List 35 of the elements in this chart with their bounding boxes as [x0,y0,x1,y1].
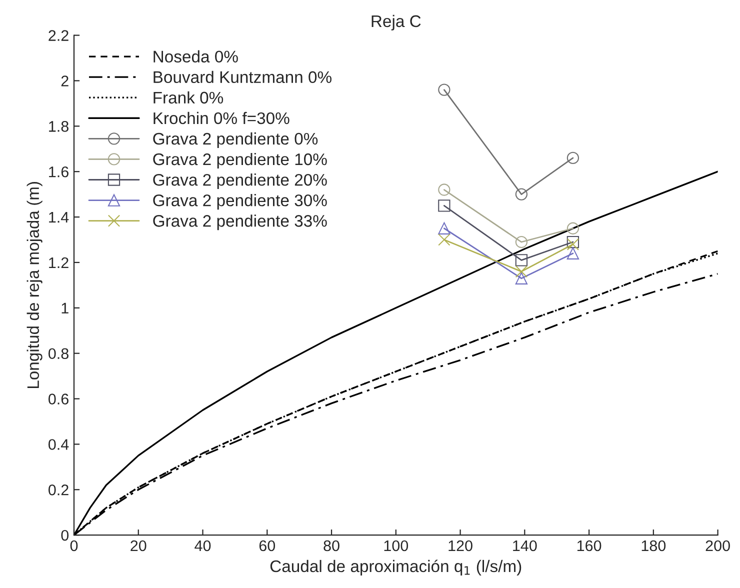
x-tick-label: 140 [513,540,537,552]
x-tick-label: 200 [706,540,730,552]
x-tick-label: 60 [259,540,276,552]
y-tick-label: 1.6 [49,166,68,178]
x-tick-label: 160 [577,540,602,552]
y-tick-label: 1.4 [49,212,69,223]
y-axis-title: Longitud de reja mojada (m) [26,182,42,388]
y-tick-label: 1.2 [49,257,68,268]
y-tick-label: 1.8 [49,121,68,132]
legend-label: Frank 0% [154,91,224,104]
y-tick-label: 2 [61,76,68,86]
legend-label: Bouvard Kuntzmann 0% [154,70,332,84]
legend-label: Grava 2 pendiente 30% [153,194,327,210]
legend-label: Krochin 0% f=30% [154,112,290,124]
x-axis-title: Caudal de aproximación q$_{1}$ (l/s/m) [270,560,522,576]
legend-label: Noseda 0% [154,50,238,63]
x-tick-label: 20 [130,540,146,552]
legend-label: Grava 2 pendiente 0% [153,132,318,148]
y-tick-label: 2.2 [48,30,68,41]
y-tick-label: 1 [62,302,68,314]
y-tick-label: 0.8 [48,348,68,360]
y-tick-label: 0.6 [48,394,68,404]
x-tick-label: 100 [384,540,408,552]
legend-label: Grava 2 pendiente 20% [153,174,327,190]
y-tick-label: 0 [61,530,69,541]
legend-label: Grava 2 pendiente 10% [153,152,327,168]
chart-title: Reja C [372,14,421,30]
y-tick-label: 0.2 [48,484,68,496]
x-tick-label: 180 [642,540,666,552]
x-tick-label: 0 [70,540,78,552]
x-tick-label: 120 [448,540,472,552]
x-tick-label: 40 [194,540,211,552]
legend-label: Grava 2 pendiente 33% [153,214,327,230]
x-tick-label: 80 [324,540,340,552]
y-tick-label: 0.4 [48,439,69,450]
